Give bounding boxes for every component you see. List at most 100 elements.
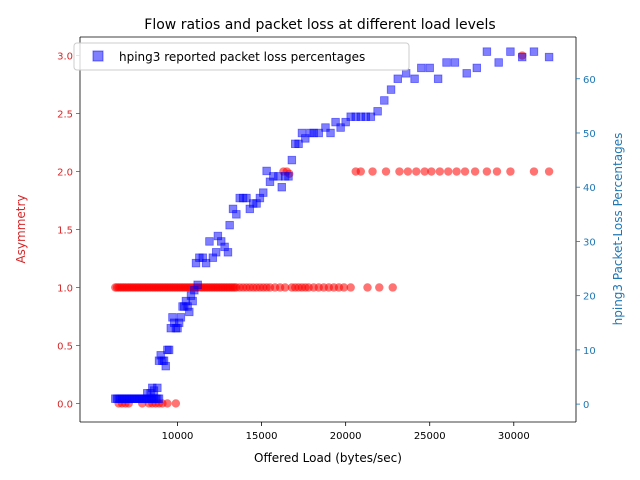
- packet-loss-point: [544, 52, 554, 62]
- asymmetry-point: [403, 167, 413, 176]
- asymmetry-point: [339, 283, 349, 292]
- packet-loss-point: [417, 63, 426, 73]
- packet-loss-point: [262, 166, 271, 176]
- packet-loss-point: [193, 280, 202, 290]
- y-left-tick-label: 2.0: [57, 168, 73, 179]
- packet-loss-point: [176, 313, 186, 322]
- packet-loss-point: [341, 117, 350, 127]
- asymmetry-point: [163, 399, 172, 408]
- y-right-axis: 0 10 20 30 40 50 60: [576, 75, 596, 411]
- y-left-tick-label: 1.5: [57, 226, 73, 237]
- asymmetry-point: [470, 167, 480, 176]
- packet-loss-point: [482, 47, 492, 56]
- y-right-tick-label: 50: [583, 129, 596, 140]
- asymmetry-point: [420, 167, 429, 176]
- asymmetry-point: [368, 167, 377, 176]
- packet-loss-point: [336, 123, 345, 132]
- y-right-tick-label: 20: [583, 292, 596, 303]
- asymmetry-point: [171, 399, 181, 408]
- packet-loss-point: [373, 107, 382, 116]
- x-tick-label: 30000: [498, 431, 530, 442]
- packet-loss-point: [462, 69, 471, 78]
- asymmetry-point: [444, 167, 453, 176]
- packet-loss-point: [232, 210, 241, 219]
- asymmetry-point: [492, 167, 502, 176]
- x-tick-label: 10000: [162, 431, 194, 442]
- packet-loss-point: [442, 58, 451, 67]
- legend: hping3 reported packet loss percentages: [73, 42, 410, 71]
- asymmetry-point: [435, 167, 445, 176]
- x-tick-label: 25000: [414, 431, 446, 442]
- legend-entry-label: hping3 reported packet loss percentages: [119, 50, 365, 64]
- packet-loss-point: [185, 307, 194, 317]
- asymmetry-point: [412, 167, 421, 176]
- packet-loss-point: [450, 58, 460, 67]
- packet-loss-point: [301, 134, 310, 143]
- packet-loss-point: [529, 47, 539, 56]
- packet-loss-point: [161, 361, 170, 371]
- asymmetry-point: [280, 283, 290, 292]
- asymmetry-point: [381, 167, 391, 176]
- y-right-tick-label: 30: [583, 237, 596, 248]
- packet-loss-point: [205, 237, 214, 246]
- y-left-axis-label: Asymmetry: [14, 194, 28, 263]
- packet-loss-point: [188, 296, 197, 306]
- x-tick-label: 15000: [246, 431, 278, 442]
- packet-loss-point: [201, 258, 211, 268]
- packet-loss-point: [259, 188, 268, 197]
- y-right-tick-label: 10: [583, 346, 596, 357]
- packet-loss-point: [472, 63, 481, 73]
- x-axis: 10000 15000 20000 25000 30000: [162, 422, 530, 442]
- asymmetry-series: [111, 51, 554, 408]
- asymmetry-point: [529, 167, 539, 176]
- packet-loss-point: [386, 85, 396, 94]
- packet-loss-point: [284, 172, 293, 181]
- packet-loss-point: [287, 155, 297, 165]
- y-right-tick-label: 60: [583, 75, 596, 86]
- asymmetry-point: [363, 283, 372, 292]
- legend-box: [73, 42, 410, 71]
- asymmetry-point: [346, 283, 355, 292]
- packet-loss-point: [225, 220, 234, 230]
- x-tick-label: 20000: [330, 431, 362, 442]
- packet-loss-point: [331, 117, 340, 127]
- packet-loss-point: [410, 74, 419, 83]
- packet-loss-point: [433, 74, 443, 83]
- asymmetry-point: [395, 167, 404, 176]
- asymmetry-point: [452, 167, 461, 176]
- asymmetry-point: [427, 167, 436, 176]
- packet-loss-point: [277, 183, 286, 192]
- packet-loss-point: [223, 248, 233, 257]
- packet-loss-point: [314, 128, 323, 138]
- packet-loss-point: [517, 52, 527, 62]
- packet-loss-point: [164, 345, 174, 355]
- packet-loss-point: [211, 248, 221, 257]
- asymmetry-point: [388, 283, 397, 292]
- packet-loss-point: [294, 139, 303, 149]
- asymmetry-point: [375, 283, 384, 292]
- packet-loss-point: [326, 128, 335, 138]
- y-left-tick-label: 1.0: [57, 283, 73, 294]
- y-left-axis: 0.0 0.5 1.0 1.5 2.0 2.5 3.0: [57, 52, 80, 410]
- asymmetry-point: [356, 167, 365, 176]
- packet-loss-point: [148, 383, 157, 393]
- plot-background: [80, 37, 576, 422]
- y-left-tick-label: 0.5: [57, 341, 73, 352]
- chart-title: Flow ratios and packet loss at different…: [144, 17, 495, 33]
- packet-loss-point: [506, 47, 515, 56]
- x-axis-label: Offered Load (bytes/sec): [254, 451, 402, 465]
- packet-loss-point: [380, 96, 389, 105]
- packet-loss-point: [425, 63, 434, 73]
- packet-loss-point: [401, 69, 411, 78]
- packet-loss-point: [393, 74, 402, 83]
- asymmetry-point: [544, 167, 554, 176]
- y-right-axis-label: hping3 Packet-Loss Percentages: [611, 133, 625, 326]
- y-left-tick-label: 2.5: [57, 110, 73, 121]
- legend-marker-square: [92, 50, 104, 62]
- asymmetry-point: [506, 167, 515, 176]
- packet-loss-point: [154, 394, 164, 403]
- y-left-tick-label: 3.0: [57, 52, 73, 63]
- packet-loss-point: [494, 58, 503, 67]
- plot-area: [80, 37, 576, 422]
